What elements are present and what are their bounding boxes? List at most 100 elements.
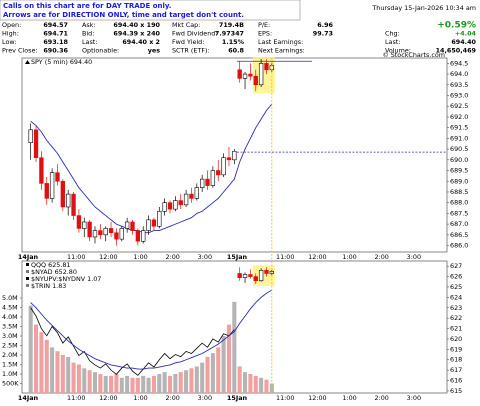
quote-label: Optionable:	[82, 47, 119, 55]
x-tick-label: 11:00	[276, 394, 294, 402]
quote-label: Volume:	[385, 47, 411, 55]
candle-body	[194, 187, 199, 199]
quote-value: yes	[148, 47, 161, 55]
x-tick-label: 14Jan	[18, 253, 39, 261]
candle-body	[237, 69, 242, 79]
volume-bar	[109, 375, 114, 393]
volume-bar	[216, 347, 221, 393]
candle-body	[82, 221, 87, 229]
volume-bar	[44, 339, 49, 393]
x-tick-label: 12:00	[308, 253, 326, 261]
volume-tick-label: 5.0M	[2, 294, 18, 302]
x-tick-label: 1:00	[133, 253, 147, 261]
candle-body	[28, 129, 33, 143]
candle-body	[173, 200, 178, 210]
volume-tick-label: 1.0M	[2, 370, 18, 378]
x-tick-label: 2:00	[375, 394, 389, 402]
quote-value: 14,650,469	[436, 47, 477, 55]
quote-label: Chg:	[385, 30, 400, 38]
volume-bar	[92, 372, 98, 393]
volume-bar	[135, 377, 140, 393]
volume-bar	[87, 370, 92, 393]
candle-body	[264, 270, 269, 274]
volume-bar	[28, 305, 33, 393]
candle-body	[226, 157, 232, 161]
notice-line: Arrows are for DIRECTION ONLY, time and …	[3, 11, 244, 19]
candle-body	[108, 228, 114, 234]
candle-body	[98, 230, 103, 236]
volume-tick-label: 2.5M	[2, 342, 18, 350]
candle-body	[264, 63, 269, 71]
volume-bar	[189, 368, 194, 393]
volume-bar	[194, 366, 199, 393]
legend-marker	[26, 263, 29, 266]
quote-label: EPS:	[258, 30, 272, 38]
volume-bar	[151, 375, 156, 393]
quote-label: P/E:	[258, 21, 270, 29]
legend-entry: QQQ 625.81	[31, 261, 70, 269]
candle-body	[248, 274, 253, 277]
y-tick-label: 625	[450, 283, 462, 291]
y-tick-label: 620	[450, 335, 462, 343]
candle-body	[157, 210, 162, 227]
candle-body	[167, 202, 173, 210]
highlight	[252, 265, 275, 286]
x-tick-label: 15Jan	[227, 394, 248, 402]
candle-body	[221, 157, 226, 176]
volume-bar	[253, 375, 258, 393]
quote-value: 694.40	[451, 38, 476, 46]
quote-value: 694.57	[43, 21, 68, 29]
volume-bar	[264, 379, 269, 393]
quote-value: 1.15%	[222, 38, 245, 46]
y-tick-label: 688.5	[450, 188, 468, 196]
y-tick-label: 691.0	[450, 134, 468, 142]
y-tick-label: 621	[450, 325, 462, 333]
line	[30, 103, 273, 234]
y-tick-label: 618	[450, 356, 462, 364]
y-tick-label: 689.0	[450, 177, 468, 185]
y-tick-label: 623	[450, 304, 462, 312]
x-tick-label: 12:00	[99, 394, 117, 402]
y-tick-label: 690.0	[450, 156, 468, 164]
volume-tick-label: 4.5M	[2, 304, 18, 312]
line	[30, 307, 235, 376]
legend-marker	[25, 60, 30, 64]
candle-body	[189, 193, 194, 199]
quote-label: Open:	[2, 21, 21, 29]
x-tick-label: 14Jan	[18, 394, 39, 402]
volume-tick-label: 500K	[2, 380, 19, 388]
volume-bar	[50, 347, 55, 393]
x-tick-label: 1:00	[342, 253, 356, 261]
y-tick-label: 689.5	[450, 167, 468, 175]
candle-body	[253, 75, 258, 86]
y-tick-label: 616	[450, 377, 462, 385]
candle-body	[151, 219, 157, 227]
volume-bar	[200, 362, 205, 393]
date: Thursday 15-Jan-2026 10:34 am	[371, 4, 476, 12]
candle-body	[205, 178, 210, 186]
y-tick-label: 687.0	[450, 220, 468, 228]
x-tick-label: 12:00	[308, 394, 326, 402]
candle-body	[60, 180, 66, 208]
volume-bar	[66, 356, 71, 393]
candle-body	[39, 157, 44, 184]
candle-body	[183, 193, 189, 206]
volume-bar	[184, 370, 189, 393]
candle-body	[119, 228, 124, 240]
x-tick-label: 3:00	[407, 394, 421, 402]
quote-label: High:	[2, 30, 19, 38]
candle-body	[33, 129, 39, 158]
quote-value: 694.39 x 240	[113, 30, 160, 38]
y-tick-label: 617	[450, 366, 462, 374]
quote-label: Mkt Cap:	[172, 21, 200, 29]
volume-bar	[55, 351, 60, 393]
quote-value: 694.71	[43, 30, 68, 38]
x-tick-label: 11:00	[67, 394, 85, 402]
volume-bar	[60, 355, 65, 393]
legend-entry: $TRIN 1.83	[31, 282, 66, 290]
volume-bar	[114, 374, 119, 393]
volume-bar	[103, 375, 108, 393]
quote-value: 7.97347	[215, 30, 244, 38]
volume-bar	[232, 301, 237, 393]
